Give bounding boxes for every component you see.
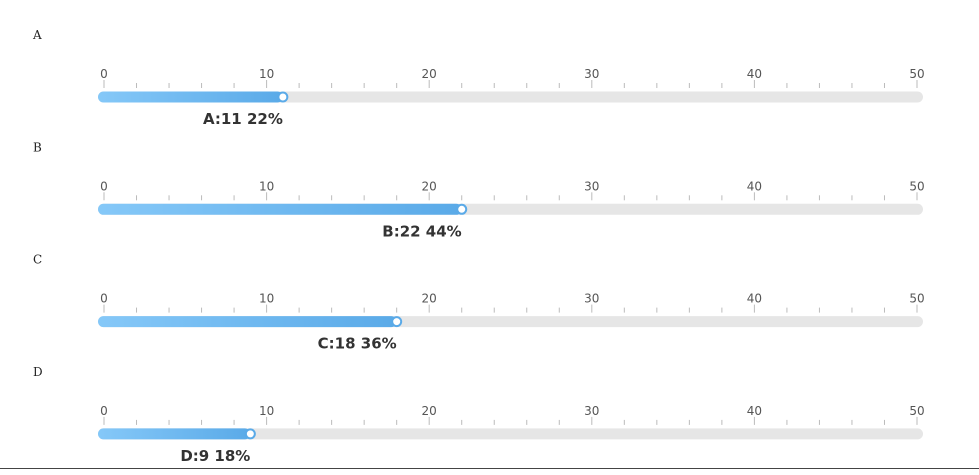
- value-label: D:9 18%: [180, 447, 250, 465]
- tick-label: 50: [909, 179, 924, 193]
- tick-label: 20: [422, 67, 437, 81]
- progress-row-a: A 0 10 20 30 40 50 A:11 22%: [32, 28, 925, 128]
- progress-track: [98, 428, 923, 440]
- tick-label: 40: [747, 67, 762, 81]
- tick-label: 30: [584, 179, 599, 193]
- tick-label: 30: [584, 292, 599, 306]
- progress-knob: [277, 91, 289, 103]
- row-label: B: [33, 140, 42, 154]
- progress-row-b: B 0 10 20 30 40 50 B:22 44%: [33, 140, 925, 240]
- tick-label: 0: [100, 292, 108, 306]
- progress-knob: [456, 203, 468, 215]
- progress-row-d: D 0 10 20 30 40 50 D:9 18%: [33, 365, 925, 465]
- progress-row-c: C 0 10 20 30 40 50 C:18 36%: [33, 253, 925, 353]
- tick-label: 20: [422, 292, 437, 306]
- tick-label: 30: [584, 67, 599, 81]
- tick-label: 50: [909, 404, 924, 418]
- tick-label: 0: [100, 67, 108, 81]
- tick-label: 30: [584, 404, 599, 418]
- progress-fill: [98, 203, 462, 215]
- tick-label: 40: [747, 292, 762, 306]
- tick-label: 20: [422, 404, 437, 418]
- progress-knob: [391, 316, 403, 328]
- bottom-rule: [0, 468, 979, 469]
- tick-label: 10: [259, 292, 274, 306]
- progress-track: [98, 91, 923, 103]
- tick-label: 10: [259, 404, 274, 418]
- progress-fill: [98, 91, 283, 103]
- value-label: A:11 22%: [203, 110, 283, 128]
- tick-label: 20: [422, 179, 437, 193]
- tick-label: 40: [747, 179, 762, 193]
- row-label: C: [33, 253, 42, 267]
- tick-label: 50: [909, 67, 924, 81]
- tick-label: 10: [259, 179, 274, 193]
- tick-label: 10: [259, 67, 274, 81]
- tick-label: 0: [100, 404, 108, 418]
- value-label: C:18 36%: [318, 335, 397, 353]
- value-label: B:22 44%: [382, 222, 461, 240]
- row-label: A: [32, 28, 42, 42]
- progress-knob: [244, 428, 256, 440]
- tick-label: 0: [100, 179, 108, 193]
- progress-fill: [98, 428, 251, 440]
- progress-fill: [98, 316, 397, 328]
- tick-label: 40: [747, 404, 762, 418]
- tick-label: 50: [909, 292, 924, 306]
- row-label: D: [33, 365, 43, 379]
